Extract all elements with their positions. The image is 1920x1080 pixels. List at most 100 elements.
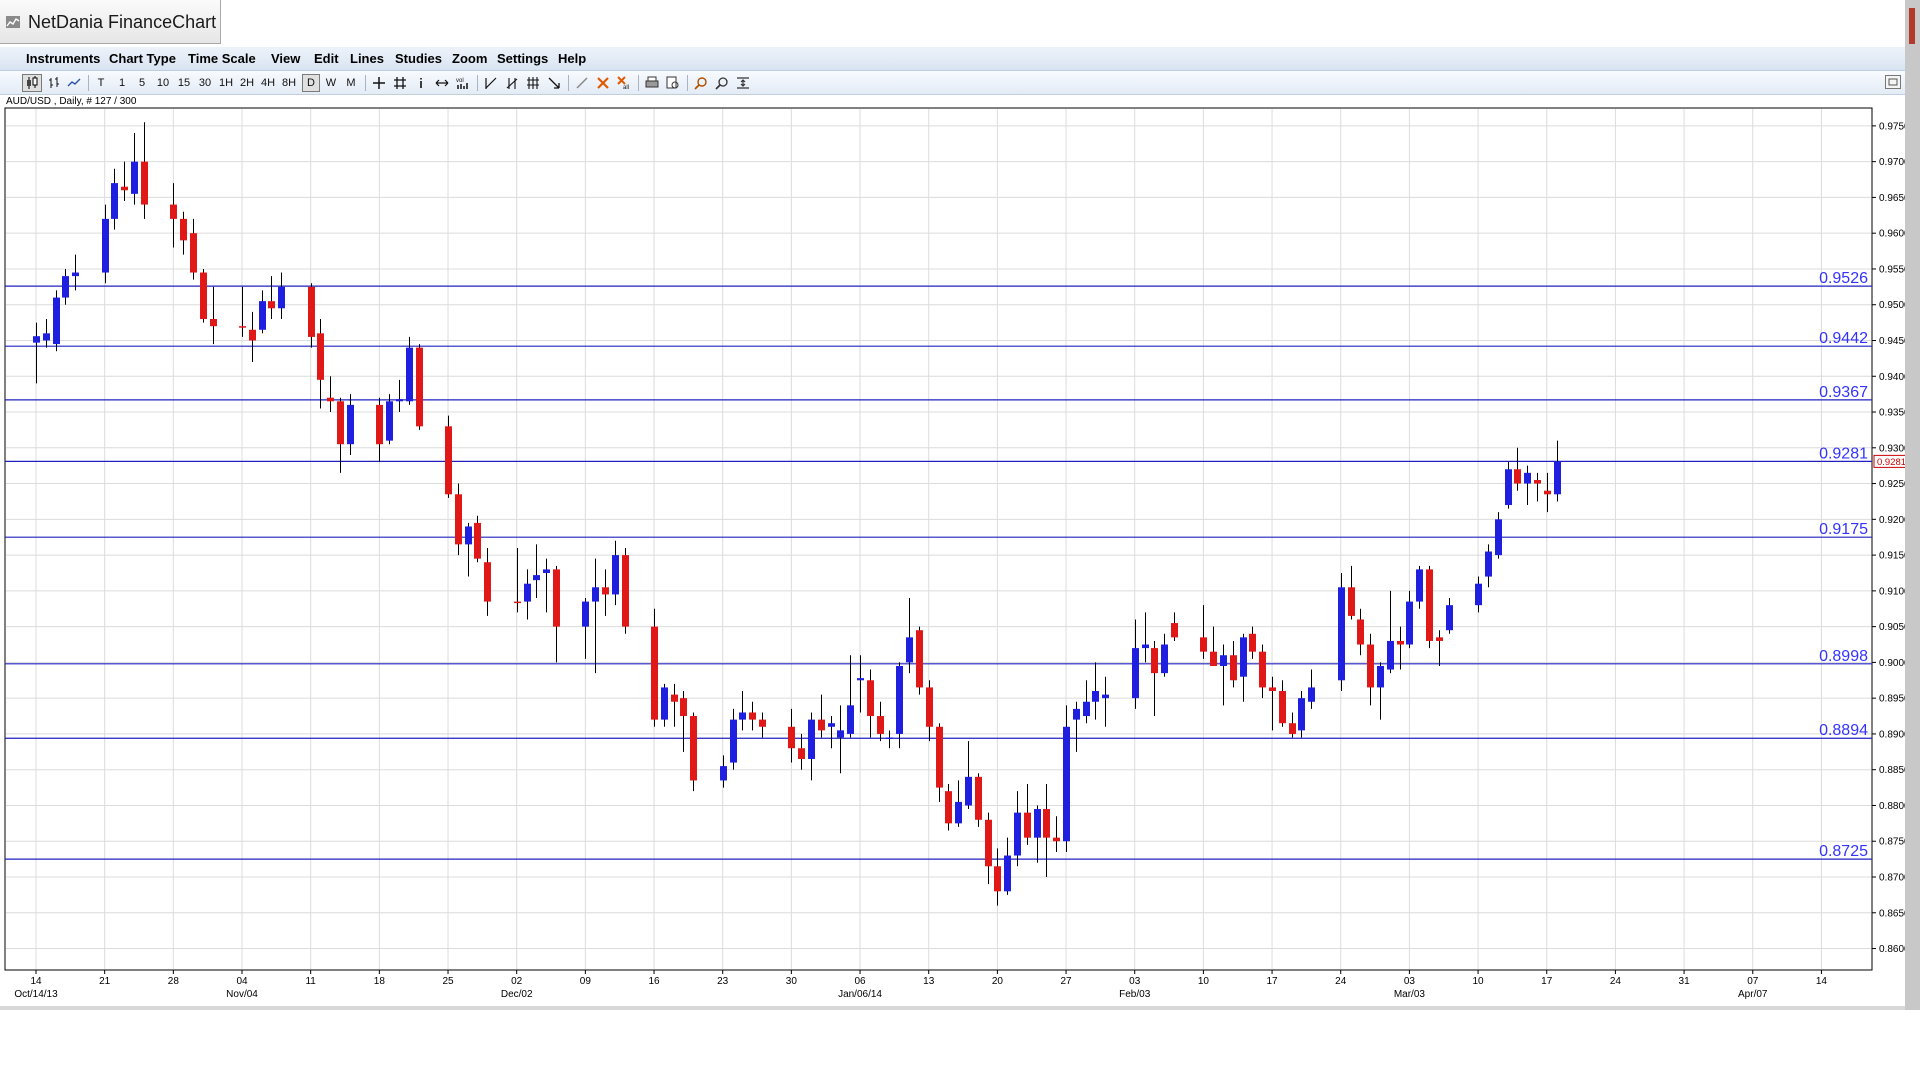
- candle-body: [347, 404, 354, 445]
- candle-up: [906, 598, 913, 674]
- menu-chart-type[interactable]: Chart Type: [109, 51, 176, 66]
- candle-down: [210, 286, 217, 345]
- menu-view[interactable]: View: [271, 51, 301, 66]
- grid-icon[interactable]: [393, 76, 407, 90]
- candle-body: [592, 587, 599, 602]
- candle-down: [553, 565, 560, 663]
- arrow-icon[interactable]: [547, 76, 561, 90]
- zoom-out-icon[interactable]: [715, 76, 729, 90]
- candle-down: [416, 344, 423, 430]
- timeframe-4h[interactable]: 4H: [260, 77, 276, 89]
- candle-up: [386, 394, 393, 445]
- candle-down: [1348, 565, 1355, 620]
- print-icon[interactable]: [645, 76, 659, 90]
- candle-body: [180, 218, 187, 241]
- menu-zoom[interactable]: Zoom: [452, 51, 488, 66]
- candle-body: [602, 587, 609, 595]
- candle-body: [543, 569, 550, 573]
- expand-icon[interactable]: [1885, 75, 1901, 89]
- x-tick-label: 04: [236, 976, 248, 987]
- x-tick-label: 17: [1541, 976, 1553, 987]
- timeframe-1m[interactable]: 1: [118, 77, 126, 89]
- candle-body: [396, 399, 403, 402]
- candle-down: [945, 784, 952, 831]
- pen-icon[interactable]: [575, 76, 589, 90]
- candle-up: [1505, 462, 1512, 509]
- timeframe-daily[interactable]: D: [302, 74, 320, 92]
- timeframe-tick[interactable]: T: [97, 77, 105, 89]
- ohlc-bar-icon[interactable]: [47, 76, 61, 90]
- status-strip: [0, 1006, 1905, 1010]
- candle-body: [1387, 640, 1394, 670]
- timeframe-15m[interactable]: 15: [177, 77, 191, 89]
- timeframe-8h[interactable]: 8H: [281, 77, 297, 89]
- candle-body: [200, 272, 207, 320]
- candle-body: [818, 719, 825, 731]
- print-preview-icon[interactable]: [666, 76, 680, 90]
- menu-instruments[interactable]: Instruments: [26, 51, 101, 66]
- menu-studies[interactable]: Studies: [395, 51, 442, 66]
- delete-all-icon[interactable]: all: [617, 76, 631, 90]
- menu-time-scale[interactable]: Time Scale: [188, 51, 256, 66]
- candle-body: [965, 776, 972, 806]
- menu-edit[interactable]: Edit: [314, 51, 339, 66]
- crosshair-icon[interactable]: [372, 76, 386, 90]
- info-icon[interactable]: [414, 76, 428, 90]
- candle-body: [916, 630, 923, 688]
- timeframe-monthly[interactable]: M: [346, 77, 356, 89]
- candle-down: [1269, 676, 1276, 731]
- timeframe-5m[interactable]: 5: [138, 77, 146, 89]
- timeframe-30m[interactable]: 30: [198, 77, 212, 89]
- candle-down: [622, 547, 629, 634]
- trendline-alt-icon[interactable]: [505, 76, 519, 90]
- candle-body: [955, 801, 962, 824]
- pan-icon[interactable]: [435, 76, 449, 90]
- delete-drawing-icon[interactable]: [596, 76, 610, 90]
- app-title-tab[interactable]: NetDania FinanceChart: [0, 0, 221, 44]
- candle-body: [1240, 637, 1247, 677]
- candle-body: [994, 866, 1001, 892]
- candle-down: [985, 812, 992, 885]
- menu-help[interactable]: Help: [558, 51, 587, 66]
- fibonacci-icon[interactable]: [526, 76, 540, 90]
- candle-body: [1279, 691, 1286, 724]
- candle-body: [553, 569, 560, 627]
- candle-down: [671, 683, 678, 727]
- candle-body: [857, 678, 864, 681]
- candle-body: [268, 301, 275, 309]
- timeframe-2h[interactable]: 2H: [239, 77, 255, 89]
- timeframe-10m[interactable]: 10: [156, 77, 170, 89]
- candle-up: [347, 394, 354, 455]
- candle-up: [1377, 662, 1384, 720]
- candle-down: [249, 311, 256, 362]
- app-logo-icon: [6, 16, 20, 28]
- candle-body: [514, 601, 521, 604]
- candle-body: [1397, 640, 1404, 645]
- candle-body: [249, 329, 256, 341]
- candle-body: [376, 404, 383, 445]
- candle-down: [916, 626, 923, 695]
- line-chart-icon[interactable]: [67, 76, 81, 90]
- timeframe-1h[interactable]: 1H: [218, 77, 234, 89]
- candle-body: [671, 694, 678, 702]
- candle-down: [1230, 640, 1237, 688]
- candle-up: [1083, 680, 1090, 724]
- zoom-in-icon[interactable]: [694, 76, 708, 90]
- candle-body: [53, 297, 60, 345]
- zoom-fit-icon[interactable]: [736, 76, 750, 90]
- trendline-icon[interactable]: [484, 76, 498, 90]
- candle-body: [1475, 583, 1482, 606]
- timeframe-weekly[interactable]: W: [325, 77, 337, 89]
- candle-body: [455, 494, 462, 545]
- candle-down: [200, 268, 207, 323]
- candle-up: [62, 268, 69, 305]
- candle-up: [1495, 512, 1502, 559]
- volume-icon[interactable]: vol: [456, 76, 470, 90]
- candle-body: [1485, 551, 1492, 577]
- menu-lines[interactable]: Lines: [350, 51, 384, 66]
- candlestick-icon[interactable]: [22, 74, 42, 92]
- menu-settings[interactable]: Settings: [497, 51, 549, 66]
